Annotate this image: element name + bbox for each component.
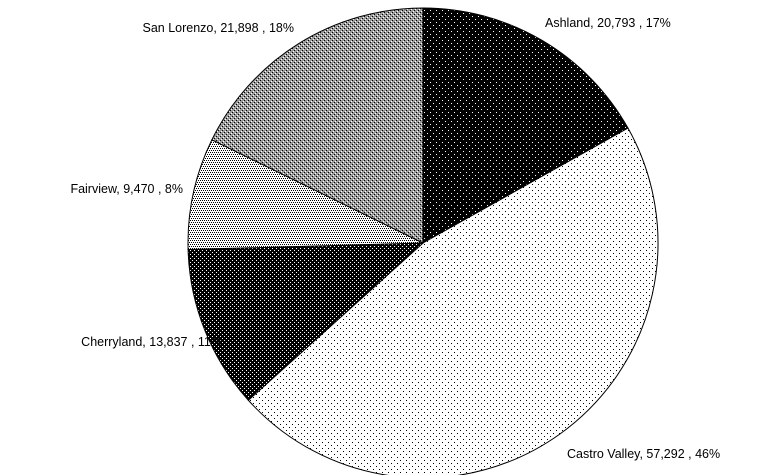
pie-slice-san-lorenzo <box>211 7 424 244</box>
slice-label-san-lorenzo: San Lorenzo, 21,898 , 18% <box>142 21 294 35</box>
slice-label-castro-valley: Castro Valley, 57,292 , 46% <box>567 447 720 461</box>
slice-label-cherryland: Cherryland, 13,837 , 11% <box>81 335 222 349</box>
pie-slices <box>187 7 659 475</box>
pie-slice-fairview <box>187 139 424 251</box>
pie-labels: Ashland, 20,793 , 17% Castro Valley, 57,2… <box>70 16 720 461</box>
pie-slice-cherryland <box>187 242 425 401</box>
slice-label-ashland: Ashland, 20,793 , 17% <box>545 16 671 30</box>
pie-slice-ashland <box>422 7 629 244</box>
pie-slice-castro-valley <box>247 127 659 475</box>
slice-label-fairview: Fairview, 9,470 , 8% <box>70 182 183 196</box>
